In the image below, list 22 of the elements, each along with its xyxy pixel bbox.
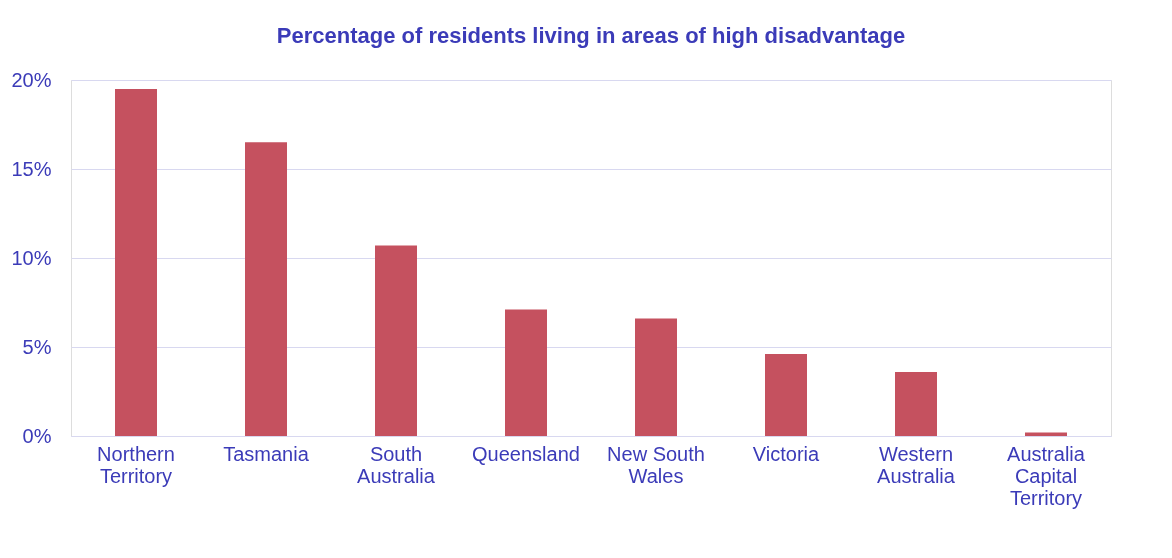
y-tick-label: 20% bbox=[11, 68, 52, 91]
x-tick-label: Queensland bbox=[472, 442, 580, 465]
x-tick-label: Tasmania bbox=[223, 442, 310, 465]
chart-title: Percentage of residents living in areas of high disadvantage bbox=[276, 23, 906, 48]
x-tick-label: Australia Capital Territory bbox=[1007, 442, 1086, 509]
x-tick-label: Victoria bbox=[752, 442, 821, 465]
bar bbox=[895, 371, 937, 436]
x-tick-label: Western Australia bbox=[877, 442, 956, 487]
y-tick-label: 5% bbox=[22, 335, 52, 358]
bar bbox=[1025, 432, 1067, 436]
bar bbox=[375, 245, 417, 436]
bar bbox=[505, 309, 547, 436]
bar bbox=[635, 318, 677, 436]
bar bbox=[245, 142, 287, 436]
bar bbox=[765, 354, 807, 436]
y-tick-label: 15% bbox=[11, 157, 52, 180]
bar bbox=[115, 88, 157, 436]
y-tick-label: 0% bbox=[22, 424, 52, 447]
x-tick-label: Northern Territory bbox=[97, 442, 175, 487]
y-tick-label: 10% bbox=[11, 246, 52, 269]
x-tick-label: South Australia bbox=[357, 442, 436, 487]
x-tick-label: New South Wales bbox=[607, 442, 705, 487]
